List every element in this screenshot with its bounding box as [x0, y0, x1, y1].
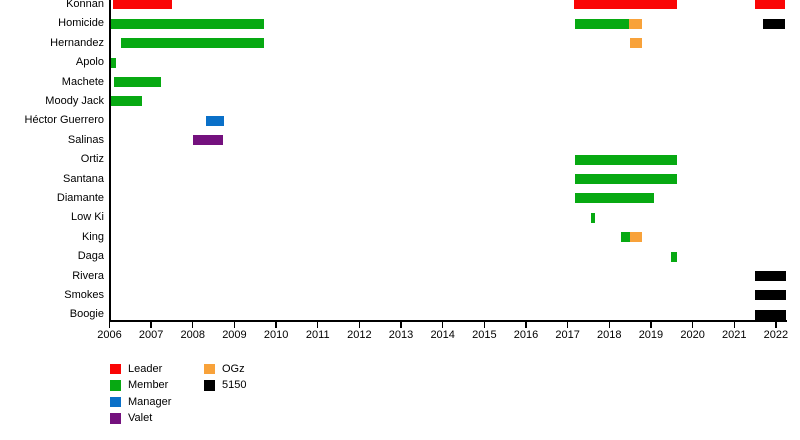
x-axis-tick-label: 2022: [763, 329, 789, 341]
x-axis-tick-label: 2008: [180, 329, 206, 341]
x-axis-tick-label: 2013: [388, 329, 414, 341]
x-axis-tick-label: 2019: [638, 329, 664, 341]
y-axis-line: [109, 0, 111, 322]
row-label: Diamante: [56, 191, 104, 204]
timeline-bar: [574, 154, 677, 165]
legend-swatch: [110, 380, 121, 391]
x-axis-tick: [650, 321, 652, 328]
row-label: Rivera: [72, 269, 104, 282]
row-label: Salinas: [67, 133, 104, 146]
legend-label: 5150: [222, 379, 247, 391]
timeline-bar: [193, 135, 224, 146]
x-axis-tick: [317, 321, 319, 328]
x-axis-tick-label: 2016: [513, 329, 539, 341]
row-label: Boogie: [69, 308, 104, 321]
legend-label: Leader: [128, 362, 163, 375]
x-axis-tick-label: 2015: [472, 329, 497, 341]
x-axis-tick: [608, 321, 610, 328]
x-axis-tick-label: 2020: [680, 329, 705, 341]
legend-label: Manager: [128, 395, 172, 408]
timeline-bar: [590, 212, 595, 223]
timeline-bar: [111, 96, 142, 107]
timeline-bar: [620, 232, 630, 243]
timeline-bar: [574, 18, 630, 29]
timeline-bar: [629, 232, 642, 243]
legend-label: Member: [128, 379, 169, 391]
timeline-bar: [754, 0, 786, 10]
x-axis-tick-label: 2012: [347, 329, 372, 341]
timeline-bar: [629, 18, 643, 29]
timeline-bar: [754, 309, 786, 320]
row-label: Santana: [63, 172, 104, 185]
x-axis-tick: [275, 321, 277, 328]
timeline-bar: [110, 18, 265, 29]
x-axis-tick-label: 2007: [138, 329, 164, 341]
timeline-bar: [763, 18, 786, 29]
timeline-bar: [671, 251, 677, 262]
legend-label: OGz: [222, 362, 245, 375]
timeline-bar: [121, 38, 265, 49]
timeline-bar: [114, 77, 162, 87]
row-label: Apolo: [75, 56, 104, 69]
timeline-bar: [206, 115, 225, 126]
row-label: Daga: [77, 250, 104, 263]
legend-swatch: [204, 363, 215, 375]
x-axis-tick: [233, 321, 236, 328]
x-axis-tick: [525, 321, 527, 328]
row-label: Moody Jack: [45, 94, 104, 107]
x-axis-tick-label: 2017: [555, 329, 580, 341]
timeline-bar: [754, 271, 786, 281]
legend-label: Valet: [128, 412, 153, 424]
x-axis-tick: [733, 321, 735, 328]
row-label: Hernandez: [50, 36, 104, 49]
x-axis-tick: [691, 321, 694, 328]
row-label: Smokes: [64, 288, 104, 301]
x-axis-tick-label: 2021: [722, 329, 747, 341]
x-axis-tick-label: 2010: [263, 329, 289, 341]
timeline-bar: [574, 0, 678, 10]
legend-swatch: [110, 363, 121, 375]
x-axis-tick: [400, 321, 402, 328]
row-label: Low Ki: [70, 211, 104, 224]
x-axis-tick: [566, 321, 569, 328]
x-axis-tick: [775, 321, 777, 328]
x-axis-tick: [483, 321, 486, 328]
timeline-bar: [111, 57, 116, 68]
row-label: King: [81, 230, 104, 243]
legend-swatch: [110, 413, 121, 424]
x-axis-tick: [358, 321, 361, 328]
row-label: Ortiz: [80, 153, 104, 166]
x-axis-tick-label: 2011: [305, 329, 330, 341]
row-label: Machete: [61, 75, 104, 88]
timeline-bar: [112, 0, 172, 10]
x-axis-line: [109, 320, 787, 322]
row-label: Homicide: [58, 17, 104, 30]
x-axis-tick: [442, 321, 444, 328]
row-label: Konnan: [66, 0, 104, 10]
timeline-bar: [754, 290, 786, 301]
x-axis-tick: [108, 321, 111, 328]
timeline-bar: [629, 38, 642, 49]
row-label: Héctor Guerrero: [24, 114, 104, 127]
x-axis-tick-label: 2018: [597, 329, 622, 341]
x-axis-tick-label: 2006: [97, 329, 122, 341]
x-axis-tick-label: 2009: [222, 329, 247, 341]
timeline-bar: [574, 193, 655, 204]
x-axis-tick: [192, 321, 194, 328]
legend-swatch: [110, 396, 121, 408]
x-axis-tick: [150, 321, 152, 328]
legend-swatch: [204, 380, 215, 391]
x-axis-tick-label: 2014: [430, 329, 455, 341]
timeline-bar: [574, 174, 677, 184]
